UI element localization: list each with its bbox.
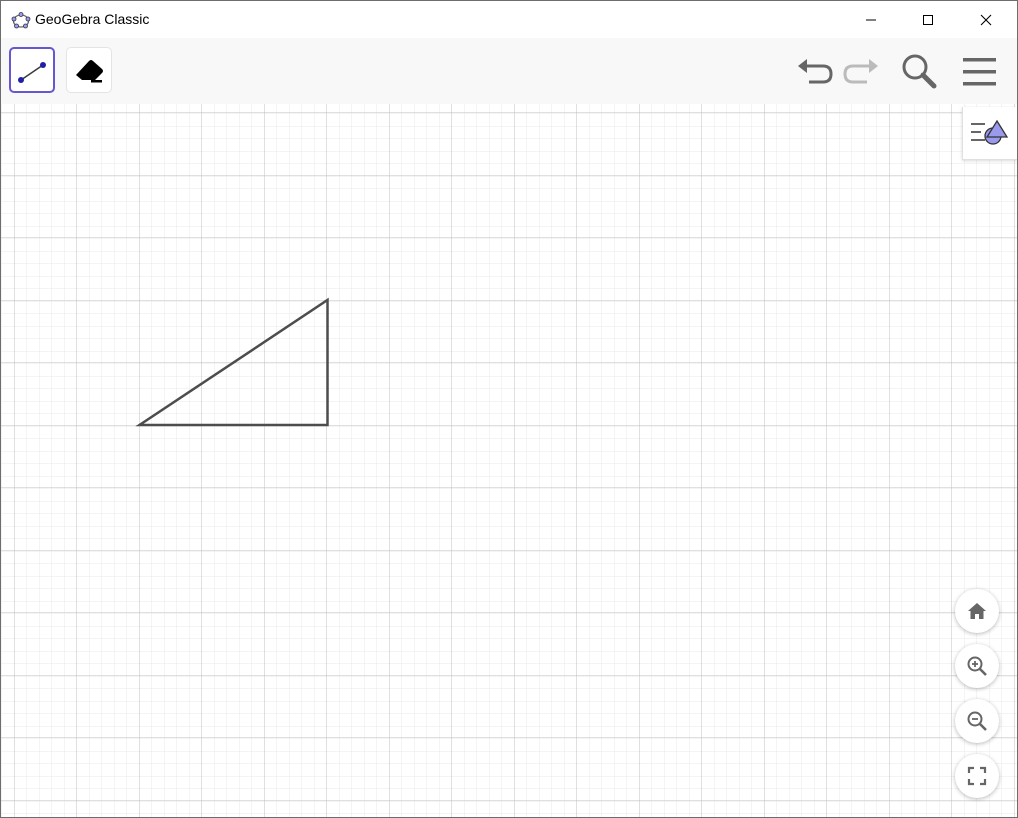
grid xyxy=(1,104,1017,817)
zoom-out-button[interactable] xyxy=(955,699,999,743)
right-triangle[interactable] xyxy=(135,297,329,427)
maximize-button[interactable] xyxy=(905,1,951,38)
hamburger-menu-icon xyxy=(963,58,996,86)
minimize-button[interactable] xyxy=(848,1,894,38)
toolbar xyxy=(1,38,1017,104)
zoom-out-icon xyxy=(967,711,987,731)
fullscreen-icon xyxy=(967,766,987,786)
style-bar-toggle-button[interactable] xyxy=(962,107,1017,160)
main-menu-button[interactable] xyxy=(959,52,999,92)
undo-icon xyxy=(798,59,833,84)
undo-button[interactable] xyxy=(795,52,835,92)
eraser-tool-button[interactable] xyxy=(66,47,112,93)
style-bar-icon xyxy=(971,119,1009,145)
minimize-icon xyxy=(866,19,876,20)
standard-view-button[interactable] xyxy=(955,589,999,633)
search-button[interactable] xyxy=(899,52,939,92)
zoom-in-icon xyxy=(967,656,987,676)
zoom-in-button[interactable] xyxy=(955,644,999,688)
graphics-view[interactable] xyxy=(1,104,1017,817)
fullscreen-button[interactable] xyxy=(955,754,999,798)
redo-icon xyxy=(843,59,878,84)
redo-button[interactable] xyxy=(841,52,881,92)
segment-tool-button[interactable] xyxy=(9,47,55,93)
maximize-icon xyxy=(923,14,933,25)
close-button[interactable] xyxy=(963,1,1009,38)
geogebra-logo-icon xyxy=(11,12,31,29)
close-icon xyxy=(980,14,992,25)
title-bar: GeoGebra Classic xyxy=(1,1,1017,38)
window-title: GeoGebra Classic xyxy=(35,11,150,27)
home-icon xyxy=(968,603,986,619)
search-icon xyxy=(902,54,937,89)
eraser-icon xyxy=(76,60,103,83)
segment-icon xyxy=(18,62,46,83)
